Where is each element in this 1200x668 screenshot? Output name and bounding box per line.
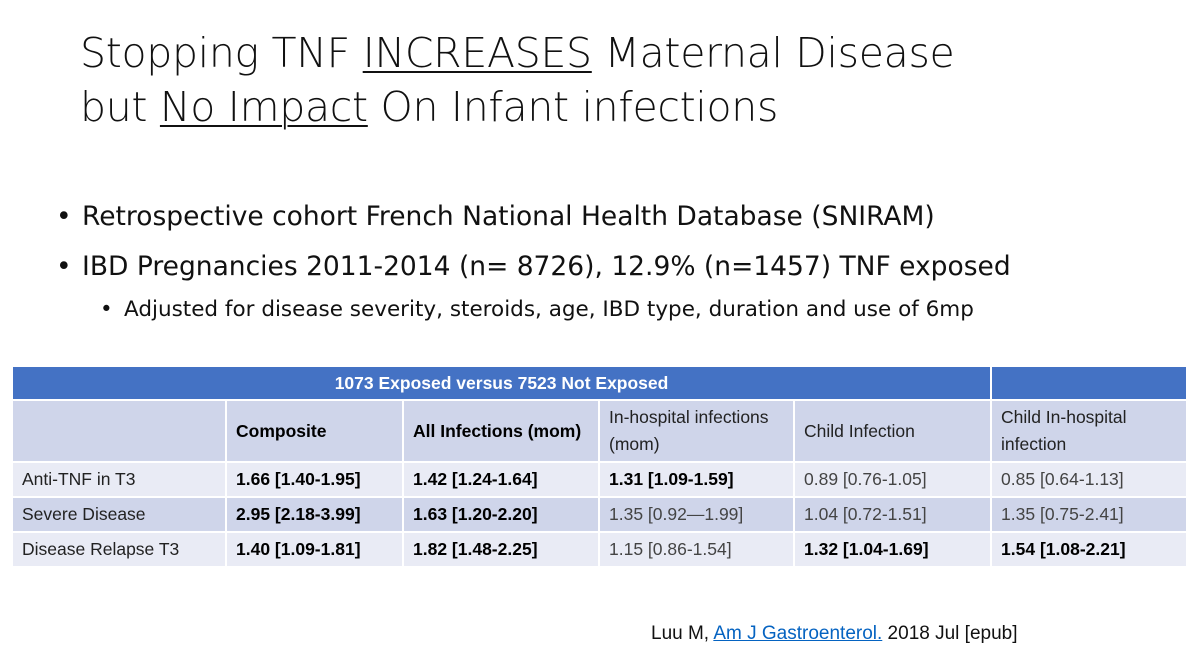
table-cell: 0.85 [0.64-1.13]	[990, 461, 1189, 498]
table-cell: 1.82 [1.48-2.25]	[402, 531, 600, 568]
row-label: Disease Relapse T3	[11, 531, 227, 568]
table-row: Anti-TNF in T3 1.66 [1.40-1.95] 1.42 [1.…	[11, 461, 1189, 498]
column-header-empty	[11, 399, 227, 463]
column-header: In-hospital infections (mom)	[598, 399, 795, 463]
table-banner-row: 1073 Exposed versus 7523 Not Exposed	[10, 365, 1189, 401]
table-cell: 0.89 [0.76-1.05]	[792, 461, 993, 498]
table-cell: 1.42 [1.24-1.64]	[402, 461, 600, 498]
slide-title: Stopping TNF INCREASES Maternal Disease …	[80, 26, 1160, 134]
title-line-1: Stopping TNF INCREASES Maternal Disease	[80, 26, 1160, 80]
bullet-list: Retrospective cohort French National Hea…	[56, 192, 1176, 328]
title-emphasis-no-impact: No Impact	[159, 83, 368, 131]
table-cell: 2.95 [2.18-3.99]	[225, 496, 404, 533]
bullet-study-design: Retrospective cohort French National Hea…	[56, 192, 1176, 242]
citation-author: Luu M,	[651, 623, 714, 644]
table-cell: 1.15 [0.86-1.54]	[598, 531, 795, 568]
column-header: Child In-hospital infection	[990, 399, 1189, 463]
journal-link[interactable]: Am J Gastroenterol.	[713, 623, 883, 644]
table-cell: 1.31 [1.09-1.59]	[598, 461, 795, 498]
table-cell: 1.35 [0.75-2.41]	[990, 496, 1189, 533]
table-cell: 1.63 [1.20-2.20]	[402, 496, 600, 533]
table-row: Disease Relapse T3 1.40 [1.09-1.81] 1.82…	[11, 531, 1189, 568]
title-text: Stopping TNF	[80, 29, 363, 77]
table-cell: 1.66 [1.40-1.95]	[225, 461, 404, 498]
bullet-population: IBD Pregnancies 2011-2014 (n= 8726), 12.…	[56, 242, 1176, 292]
sub-bullet-adjustment: Adjusted for disease severity, steroids,…	[56, 292, 1176, 328]
table-cell: 1.40 [1.09-1.81]	[225, 531, 404, 568]
column-header: All Infections (mom)	[402, 399, 600, 463]
citation-date: 2018 Jul [epub]	[882, 623, 1018, 644]
results-table: 1073 Exposed versus 7523 Not Exposed Com…	[10, 365, 1189, 568]
column-header: Composite	[225, 399, 404, 463]
row-label: Severe Disease	[11, 496, 227, 533]
table-row: Severe Disease 2.95 [2.18-3.99] 1.63 [1.…	[11, 496, 1189, 533]
title-text: Maternal Disease	[591, 29, 955, 77]
table-banner-empty-cell	[990, 365, 1189, 401]
citation: Luu M, Am J Gastroenterol. 2018 Jul [epu…	[651, 623, 1018, 645]
column-header: Child Infection	[792, 399, 993, 463]
title-line-2: but No Impact On Infant infections	[80, 80, 1160, 134]
title-emphasis-increases: INCREASES	[362, 29, 592, 77]
table-header-row: Composite All Infections (mom) In-hospit…	[11, 399, 1189, 463]
table-cell: 1.32 [1.04-1.69]	[792, 531, 993, 568]
row-label: Anti-TNF in T3	[11, 461, 227, 498]
title-text: but	[80, 83, 160, 131]
table-cell: 1.35 [0.92—1.99]	[598, 496, 795, 533]
title-text: On Infant infections	[367, 83, 779, 131]
table-cell: 1.04 [0.72-1.51]	[792, 496, 993, 533]
table-cell: 1.54 [1.08-2.21]	[990, 531, 1189, 568]
table-banner: 1073 Exposed versus 7523 Not Exposed	[10, 365, 993, 401]
